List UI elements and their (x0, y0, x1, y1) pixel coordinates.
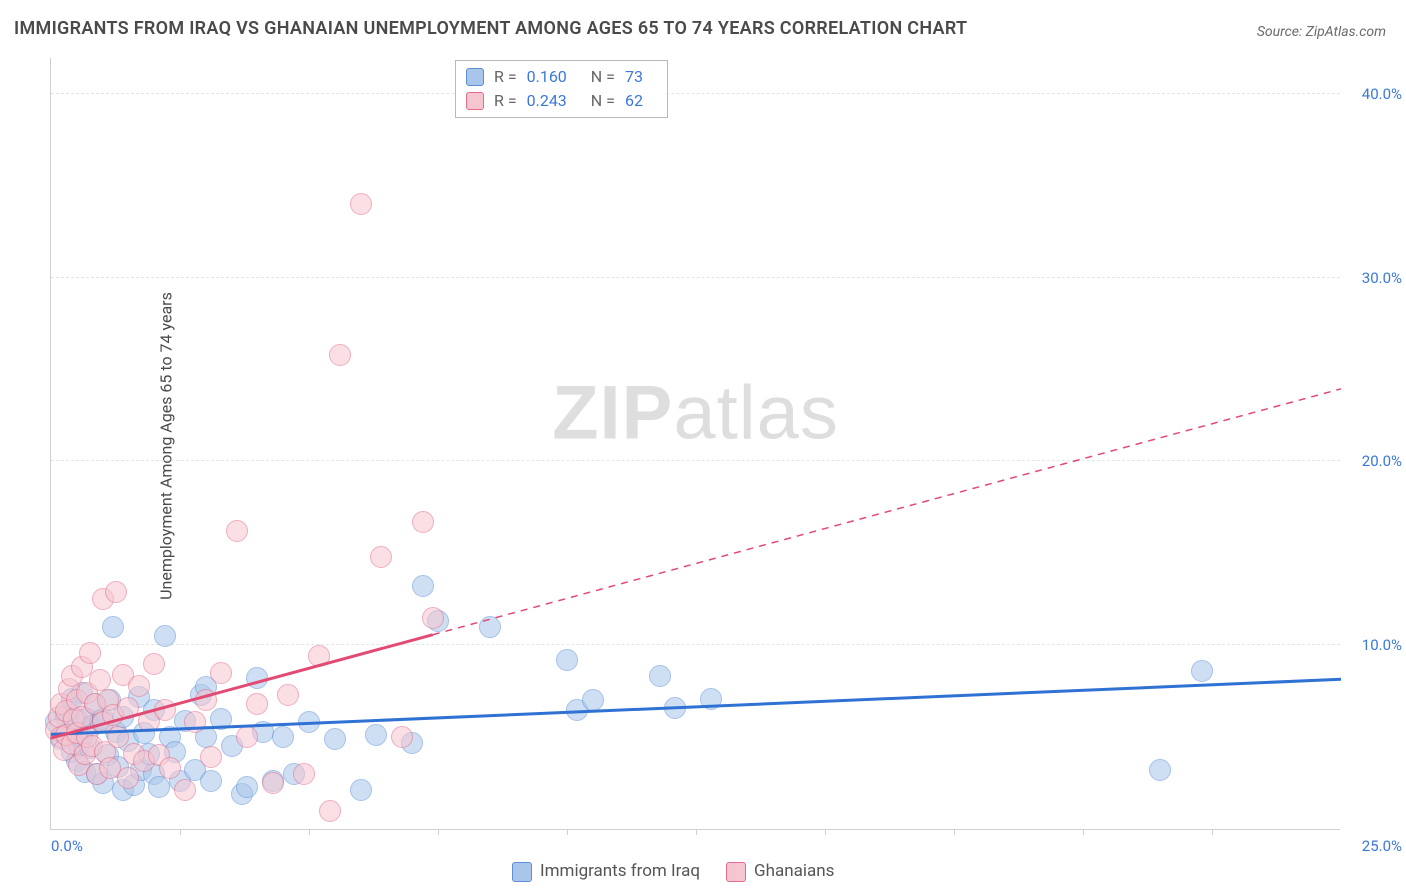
scatter-point (293, 763, 315, 785)
trendline-dashed (433, 389, 1341, 635)
y-tick-label: 30.0% (1346, 269, 1402, 287)
y-tick-label: 20.0% (1346, 452, 1402, 470)
x-max-label: 25.0% (1346, 837, 1402, 855)
scatter-point (200, 770, 222, 792)
x-tick-mark (696, 829, 697, 835)
scatter-point (117, 697, 139, 719)
legend-r-key: R = (494, 65, 517, 89)
x-tick-mark (567, 829, 568, 835)
x-tick-mark (1083, 829, 1084, 835)
scatter-point (277, 684, 299, 706)
gridline (51, 277, 1340, 278)
watermark: ZIPatlas (552, 369, 839, 456)
legend-n-value: 73 (625, 65, 643, 89)
scatter-point (159, 757, 181, 779)
scatter-point (308, 645, 330, 667)
scatter-point (582, 689, 604, 711)
scatter-point (365, 724, 387, 746)
scatter-point (324, 728, 346, 750)
scatter-point (128, 675, 150, 697)
scatter-point (102, 616, 124, 638)
scatter-point (1191, 660, 1213, 682)
legend-r-value: 0.243 (527, 89, 567, 113)
legend-r-value: 0.160 (527, 65, 567, 89)
x-tick-mark (954, 829, 955, 835)
scatter-point (649, 665, 671, 687)
scatter-point (236, 776, 258, 798)
legend-swatch (726, 862, 746, 882)
legend-n-value: 62 (625, 89, 643, 113)
scatter-point (89, 669, 111, 691)
y-tick-label: 10.0% (1346, 636, 1402, 654)
legend-row: R = 0.160 N = 73 (466, 65, 657, 89)
scatter-point (195, 689, 217, 711)
scatter-point (143, 653, 165, 675)
x-tick-mark (180, 829, 181, 835)
scatter-point (556, 649, 578, 671)
gridline (51, 644, 1340, 645)
scatter-point (1149, 759, 1171, 781)
scatter-point (350, 779, 372, 801)
scatter-point (329, 344, 351, 366)
scatter-point (298, 711, 320, 733)
scatter-point (117, 767, 139, 789)
gridline (51, 93, 1340, 94)
scatter-point (412, 511, 434, 533)
x-tick-mark (825, 829, 826, 835)
legend-row: R = 0.243 N = 62 (466, 89, 657, 113)
scatter-point (105, 581, 127, 603)
scatter-point (174, 779, 196, 801)
scatter-point (350, 193, 372, 215)
legend-item: Ghanaians (726, 861, 834, 882)
scatter-point (236, 726, 258, 748)
legend-swatch (512, 862, 532, 882)
x-tick-mark (438, 829, 439, 835)
legend-label: Ghanaians (754, 861, 834, 881)
x-origin-label: 0.0% (51, 837, 83, 855)
chart-title: IMMIGRANTS FROM IRAQ VS GHANAIAN UNEMPLO… (14, 18, 967, 39)
scatter-point (479, 616, 501, 638)
scatter-point (700, 688, 722, 710)
x-tick-mark (1212, 829, 1213, 835)
legend-item: Immigrants from Iraq (512, 861, 700, 882)
scatter-point (391, 726, 413, 748)
scatter-point (210, 662, 232, 684)
legend-label: Immigrants from Iraq (540, 861, 700, 881)
scatter-point (184, 711, 206, 733)
scatter-point (226, 520, 248, 542)
scatter-point (319, 800, 341, 822)
series-legend: Immigrants from Iraq Ghanaians (512, 861, 834, 882)
trend-lines (51, 58, 1341, 830)
legend-n-key: N = (591, 65, 615, 89)
legend-swatch (466, 92, 484, 110)
scatter-point (154, 625, 176, 647)
scatter-point (272, 726, 294, 748)
scatter-point (154, 699, 176, 721)
legend-swatch (466, 68, 484, 86)
scatter-point (412, 575, 434, 597)
legend-n-key: N = (591, 89, 615, 113)
scatter-point (200, 746, 222, 768)
y-tick-label: 40.0% (1346, 85, 1402, 103)
scatter-point (246, 667, 268, 689)
scatter-point (370, 546, 392, 568)
chart-plot-area: 10.0%20.0%30.0%40.0%0.0%25.0%ZIPatlas (50, 58, 1340, 830)
scatter-point (79, 642, 101, 664)
scatter-point (422, 607, 444, 629)
x-tick-mark (309, 829, 310, 835)
gridline (51, 460, 1340, 461)
scatter-point (246, 693, 268, 715)
scatter-point (262, 772, 284, 794)
correlation-legend: R = 0.160 N = 73 R = 0.243 N = 62 (455, 60, 668, 118)
scatter-point (664, 697, 686, 719)
source-attribution: Source: ZipAtlas.com (1257, 24, 1386, 40)
legend-r-key: R = (494, 89, 517, 113)
scatter-point (210, 708, 232, 730)
